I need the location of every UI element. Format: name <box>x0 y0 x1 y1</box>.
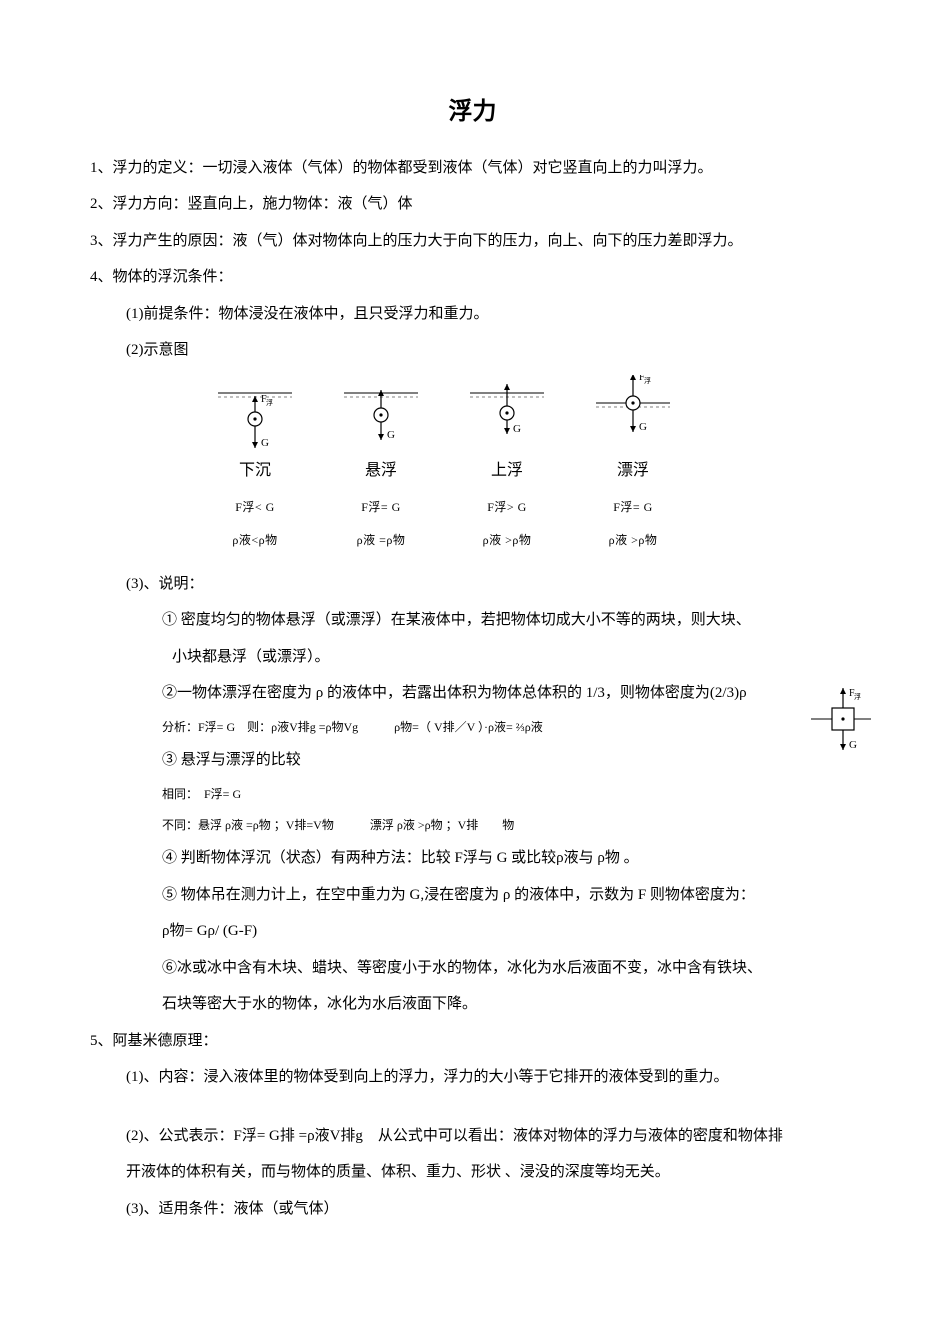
explain-1b: 小块都悬浮（或漂浮）。 <box>90 643 855 672</box>
cond-1: (1)前提条件：物体浸没在液体中，且只受浮力和重力。 <box>90 300 855 329</box>
archimedes-2a: (2)、公式表示：F浮= G排 =ρ液V排g 从公式中可以看出：液体对物体的浮力… <box>90 1122 855 1151</box>
diagram-caption: 下沉 <box>239 456 271 486</box>
svg-text:G: G <box>513 423 521 435</box>
explain-4: ④ 判断物体浮沉（状态）有两种方法：比较 F浮与 G 或比较ρ液与 ρ物 。 <box>90 844 855 873</box>
svg-text:G: G <box>261 437 269 449</box>
archimedes-head: 5、阿基米德原理： <box>90 1027 855 1056</box>
diagram-1: G 悬浮 F浮= G ρ液 =ρ物 <box>336 375 426 552</box>
diagram-3: F浮G漂浮F浮= Gρ液 >ρ物 <box>588 375 678 552</box>
definition-2: 2、浮力方向：竖直向上，施力物体：液（气）体 <box>90 190 855 219</box>
diagram-rho-relation: ρ液 >ρ物 <box>483 529 532 552</box>
explain-head: (3)、说明： <box>90 570 855 599</box>
explain-3-title: ③ 悬浮与漂浮的比较 <box>90 746 855 775</box>
diagram-rho-relation: ρ液 =ρ物 <box>357 529 406 552</box>
svg-text:G: G <box>849 739 857 751</box>
svg-text:浮: 浮 <box>854 692 861 701</box>
explain-6a: ⑥冰或冰中含有木块、蜡块、等密度小于水的物体，冰化为水后液面不变，冰中含有铁块、 <box>90 954 855 983</box>
diagram-f-relation: F浮= G <box>361 496 401 519</box>
diagram-f-relation: F浮> G <box>487 496 527 519</box>
archimedes-1: (1)、内容：浸入液体里的物体受到向上的浮力，浮力的大小等于它排开的液体受到的重… <box>90 1063 855 1092</box>
explain-2: ②一物体漂浮在密度为 ρ 的液体中，若露出体积为物体总体积的 1/3，则物体密度… <box>90 679 855 708</box>
svg-text:浮: 浮 <box>266 398 273 407</box>
explain-2-formula: 分析：F浮= G 则：ρ液V排g =ρ物Vg ρ物=（ V排／V ）·ρ液= ⅔… <box>90 716 855 739</box>
diagram-caption: 漂浮 <box>617 456 649 486</box>
explain-5b: ρ物= Gρ/ (G-F) <box>90 917 855 946</box>
explain-1a: ① 密度均匀的物体悬浮（或漂浮）在某液体中，若把物体切成大小不等的两块，则大块、 <box>90 606 855 635</box>
side-figure: F浮G <box>805 679 875 770</box>
float-sink-diagrams: F浮G下沉F浮< Gρ液<ρ物G悬浮F浮= Gρ液 =ρ物G上浮F浮> Gρ液 … <box>90 375 855 552</box>
explain-5a: ⑤ 物体吊在测力计上，在空中重力为 G,浸在密度为 ρ 的液体中，示数为 F 则… <box>90 881 855 910</box>
diagram-f-relation: F浮= G <box>613 496 653 519</box>
diagram-rho-relation: ρ液<ρ物 <box>232 529 277 552</box>
diagram-caption: 上浮 <box>491 456 523 486</box>
diagram-caption: 悬浮 <box>365 456 397 486</box>
svg-text:G: G <box>639 421 647 433</box>
svg-text:浮: 浮 <box>644 376 651 385</box>
definition-1: 1、浮力的定义：一切浸入液体（气体）的物体都受到液体（气体）对它竖直向上的力叫浮… <box>90 154 855 183</box>
cond-2: (2)示意图 <box>90 336 855 365</box>
definition-4: 4、物体的浮沉条件： <box>90 263 855 292</box>
archimedes-3: (3)、适用条件：液体（或气体） <box>90 1195 855 1224</box>
diagram-2: G 上浮 F浮> G ρ液 >ρ物 <box>462 375 552 552</box>
diagram-f-relation: F浮< G <box>235 496 275 519</box>
page-title: 浮力 <box>90 90 855 136</box>
archimedes-2b: 开液体的体积有关，而与物体的质量、体积、重力、形状 、浸没的深度等均无关。 <box>90 1158 855 1187</box>
diagram-0: F浮G下沉F浮< Gρ液<ρ物 <box>210 375 300 552</box>
diagram-rho-relation: ρ液 >ρ物 <box>609 529 658 552</box>
explain-3a: 相同： F浮= G <box>90 783 855 806</box>
svg-text:G: G <box>387 429 395 441</box>
definition-3: 3、浮力产生的原因：液（气）体对物体向上的压力大于向下的压力，向上、向下的压力差… <box>90 227 855 256</box>
explain-6b: 石块等密大于水的物体，冰化为水后液面下降。 <box>90 990 855 1019</box>
explain-3b: 不同：悬浮 ρ液 =ρ物 ；V排=V物 漂浮 ρ液 >ρ物 ；V排 物 <box>90 814 855 837</box>
